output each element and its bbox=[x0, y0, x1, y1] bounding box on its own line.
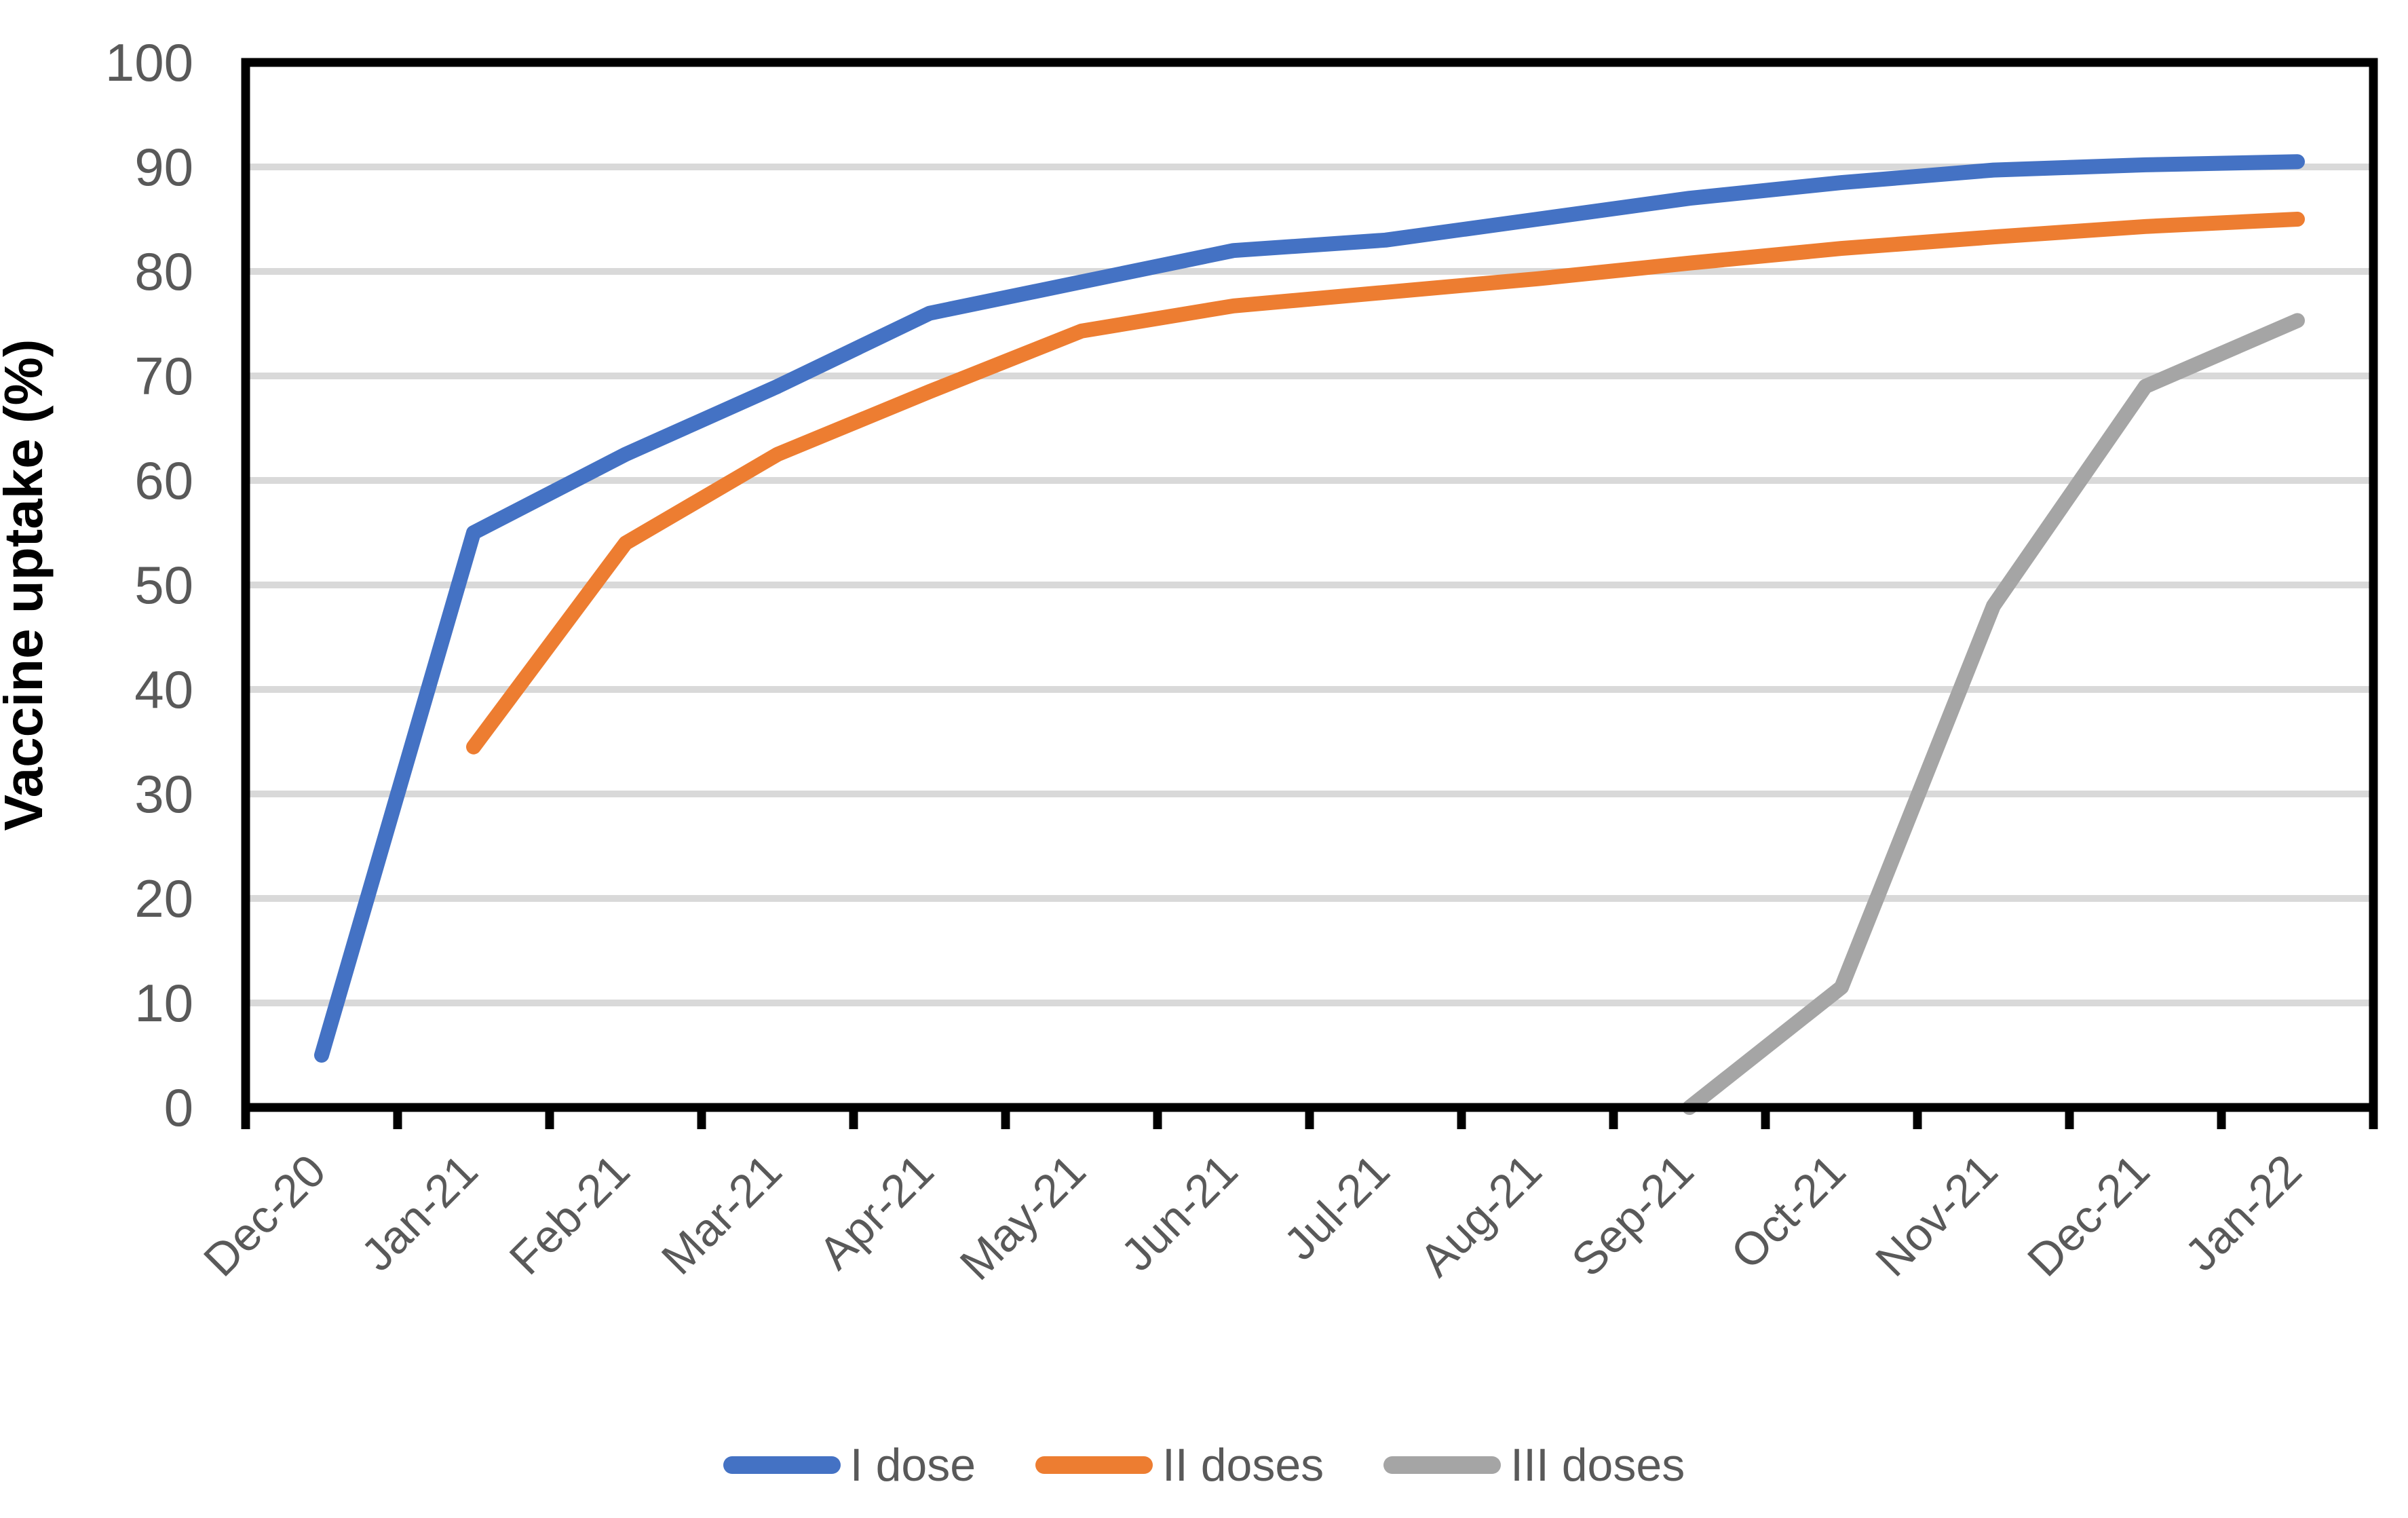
y-tick-label: 80 bbox=[134, 242, 193, 301]
x-tick-label: Dec-21 bbox=[2018, 1145, 2160, 1287]
legend-swatch bbox=[1383, 1456, 1502, 1474]
legend-item-i-dose: I dose bbox=[723, 1439, 976, 1492]
y-tick-label: 30 bbox=[134, 764, 193, 824]
y-tick-label: 10 bbox=[134, 973, 193, 1033]
x-tick-label: Oct-21 bbox=[1721, 1145, 1856, 1279]
y-tick-label: 20 bbox=[134, 869, 193, 928]
x-tick-label: Feb-21 bbox=[500, 1145, 640, 1285]
series-line-i-dose bbox=[314, 154, 2305, 1063]
x-tick-label: Nov-21 bbox=[1866, 1145, 2008, 1287]
x-tick-label: Jan-21 bbox=[351, 1145, 488, 1281]
legend-label: I dose bbox=[849, 1439, 976, 1491]
x-tick-label: Dec-20 bbox=[194, 1145, 336, 1287]
legend-label: II doses bbox=[1162, 1439, 1324, 1491]
x-ticks bbox=[241, 1107, 2378, 1129]
y-tick-labels: 0 10 20 30 40 50 60 70 80 90 100 bbox=[105, 33, 193, 1137]
x-tick-label: Mar-21 bbox=[652, 1145, 792, 1285]
x-tick-label: Jul-21 bbox=[1274, 1145, 1400, 1270]
y-tick-label: 40 bbox=[134, 660, 193, 719]
legend: I dose II doses III doses bbox=[0, 1439, 2408, 1492]
x-tick-label: Jan-22 bbox=[2175, 1145, 2312, 1281]
y-tick-label: 0 bbox=[164, 1078, 193, 1137]
x-tick-label: Jun-21 bbox=[1111, 1145, 1248, 1281]
y-tick-label: 50 bbox=[134, 555, 193, 615]
x-tick-label: May-21 bbox=[951, 1145, 1096, 1290]
x-tick-label: Apr-21 bbox=[809, 1145, 944, 1279]
legend-swatch bbox=[1035, 1456, 1153, 1474]
x-tick-labels: Dec-20 Jan-21 Feb-21 Mar-21 Apr-21 May-21 Jun-… bbox=[194, 1145, 2312, 1290]
series-line-ii-doses bbox=[466, 212, 2305, 755]
y-tick-label: 90 bbox=[134, 137, 193, 197]
legend-label: III doses bbox=[1510, 1439, 1685, 1491]
y-tick-label: 100 bbox=[105, 33, 193, 92]
y-axis-title: Vaccine uptake (%) bbox=[0, 339, 54, 831]
series-line-iii-doses bbox=[1682, 313, 2305, 1115]
legend-item-ii-doses: II doses bbox=[1035, 1439, 1324, 1492]
x-tick-label: Sep-21 bbox=[1562, 1145, 1704, 1287]
x-tick-label: Aug-21 bbox=[1410, 1145, 1552, 1287]
y-tick-label: 60 bbox=[134, 451, 193, 510]
series-lines bbox=[314, 154, 2305, 1115]
legend-item-iii-doses: III doses bbox=[1383, 1439, 1685, 1492]
y-tick-label: 70 bbox=[134, 346, 193, 406]
legend-swatch bbox=[723, 1456, 841, 1474]
